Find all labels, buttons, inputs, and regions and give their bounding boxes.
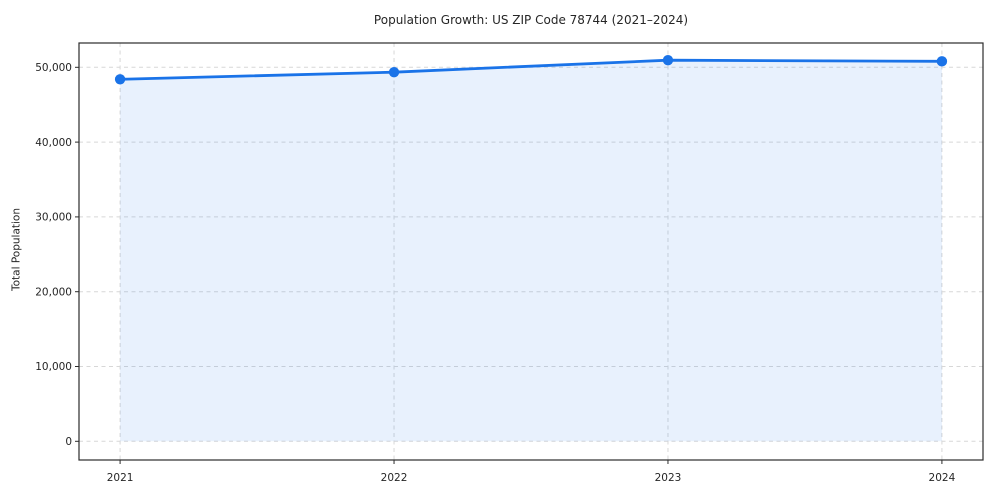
- x-tick-label: 2022: [381, 472, 408, 484]
- y-tick-label: 30,000: [35, 212, 72, 224]
- chart-title: Population Growth: US ZIP Code 78744 (20…: [373, 13, 689, 27]
- plot-border: [78, 42, 984, 461]
- data-point-2022: [388, 66, 400, 78]
- y-tick-label: 20,000: [35, 286, 72, 298]
- x-tick-label: 2023: [655, 472, 682, 484]
- trend-line: [118, 58, 944, 81]
- y-tick-label: 40,000: [35, 137, 72, 149]
- area-fill: [120, 60, 942, 442]
- y-tick-label: 50,000: [35, 62, 72, 74]
- y-tick-label: 10,000: [35, 361, 72, 373]
- x-tick-label: 2021: [107, 472, 134, 484]
- data-point-2024: [936, 56, 948, 67]
- x-tick-label: 2024: [929, 472, 956, 484]
- data-point-2021: [114, 74, 126, 85]
- data-point-2023: [662, 55, 674, 66]
- y-tick-label: 0: [65, 436, 72, 448]
